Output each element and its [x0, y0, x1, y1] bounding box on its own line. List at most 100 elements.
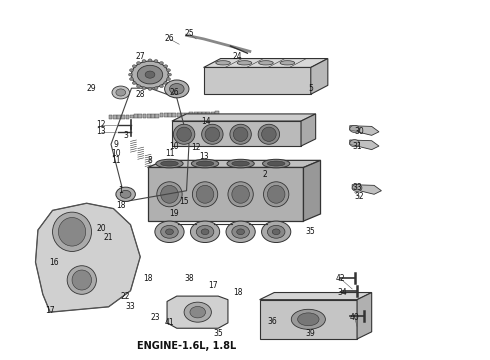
Circle shape	[145, 71, 155, 78]
Text: 29: 29	[87, 84, 97, 93]
Bar	[138, 114, 142, 118]
Ellipse shape	[67, 266, 97, 294]
Circle shape	[184, 302, 211, 322]
Circle shape	[155, 221, 184, 243]
Text: 39: 39	[306, 329, 316, 338]
Text: 33: 33	[352, 183, 362, 192]
Polygon shape	[357, 293, 372, 339]
Text: ENGINE-1.6L, 1.8L: ENGINE-1.6L, 1.8L	[137, 341, 236, 351]
Text: 15: 15	[179, 197, 189, 206]
Bar	[181, 113, 185, 117]
Ellipse shape	[161, 161, 178, 166]
Ellipse shape	[196, 161, 214, 166]
Text: 12: 12	[97, 120, 106, 129]
Ellipse shape	[263, 159, 290, 168]
Circle shape	[272, 229, 280, 235]
Ellipse shape	[230, 124, 251, 144]
Ellipse shape	[268, 185, 285, 203]
Polygon shape	[203, 67, 311, 94]
Ellipse shape	[232, 185, 249, 203]
Circle shape	[148, 87, 152, 90]
Bar	[172, 113, 176, 117]
Text: 19: 19	[170, 210, 179, 219]
Circle shape	[160, 85, 163, 87]
Text: 14: 14	[201, 117, 211, 126]
Ellipse shape	[268, 161, 285, 166]
Text: 1: 1	[119, 186, 123, 195]
Ellipse shape	[258, 124, 280, 144]
Text: 17: 17	[45, 306, 55, 315]
Circle shape	[128, 73, 132, 76]
Polygon shape	[260, 300, 357, 339]
Circle shape	[142, 60, 146, 62]
Circle shape	[112, 86, 129, 99]
Circle shape	[268, 225, 285, 238]
Circle shape	[232, 225, 249, 238]
Bar	[143, 114, 147, 118]
Ellipse shape	[227, 159, 254, 168]
Text: 35: 35	[306, 227, 316, 236]
Circle shape	[170, 84, 184, 94]
Text: 26: 26	[170, 88, 179, 97]
Text: 22: 22	[121, 292, 130, 301]
Bar	[122, 115, 125, 119]
Bar	[164, 113, 168, 117]
Ellipse shape	[237, 61, 252, 65]
Ellipse shape	[233, 127, 248, 141]
Text: 13: 13	[199, 152, 208, 161]
Polygon shape	[172, 121, 301, 146]
Circle shape	[352, 184, 362, 192]
Text: 13: 13	[97, 127, 106, 136]
Circle shape	[116, 187, 135, 202]
Bar	[206, 112, 210, 116]
Text: 18: 18	[143, 274, 152, 283]
Text: 26: 26	[165, 35, 174, 44]
Polygon shape	[303, 160, 320, 221]
Bar	[130, 114, 134, 118]
Circle shape	[165, 80, 189, 98]
Text: 8: 8	[147, 156, 152, 165]
Bar	[190, 112, 193, 116]
Text: 38: 38	[184, 274, 194, 283]
Circle shape	[131, 61, 169, 88]
Text: 11: 11	[111, 156, 121, 165]
Polygon shape	[301, 114, 316, 146]
Circle shape	[132, 65, 136, 68]
Circle shape	[120, 190, 131, 198]
Circle shape	[191, 221, 220, 243]
Circle shape	[161, 225, 178, 238]
Circle shape	[262, 221, 291, 243]
Circle shape	[226, 221, 255, 243]
Circle shape	[129, 78, 133, 81]
Ellipse shape	[161, 185, 178, 203]
Bar	[185, 113, 189, 117]
Circle shape	[350, 125, 360, 132]
Circle shape	[142, 87, 146, 90]
Text: 36: 36	[267, 316, 277, 325]
Bar	[194, 112, 197, 116]
Text: 40: 40	[350, 313, 360, 322]
Text: 3: 3	[123, 131, 128, 140]
Bar	[168, 113, 172, 117]
Bar	[109, 115, 112, 119]
Text: 24: 24	[233, 52, 243, 61]
Polygon shape	[35, 203, 140, 312]
Text: 20: 20	[97, 224, 106, 233]
Circle shape	[137, 65, 163, 84]
Polygon shape	[147, 167, 303, 221]
Ellipse shape	[193, 182, 218, 207]
Bar	[202, 112, 206, 116]
Ellipse shape	[291, 309, 325, 329]
Circle shape	[237, 229, 245, 235]
Polygon shape	[167, 296, 228, 328]
Circle shape	[154, 60, 158, 62]
Circle shape	[164, 82, 168, 85]
Text: 17: 17	[209, 281, 218, 290]
Circle shape	[132, 82, 136, 85]
Polygon shape	[350, 126, 379, 135]
Bar	[177, 113, 180, 117]
Circle shape	[350, 140, 360, 147]
Text: 21: 21	[104, 233, 113, 242]
Text: 5: 5	[308, 84, 313, 93]
Bar	[151, 114, 155, 118]
